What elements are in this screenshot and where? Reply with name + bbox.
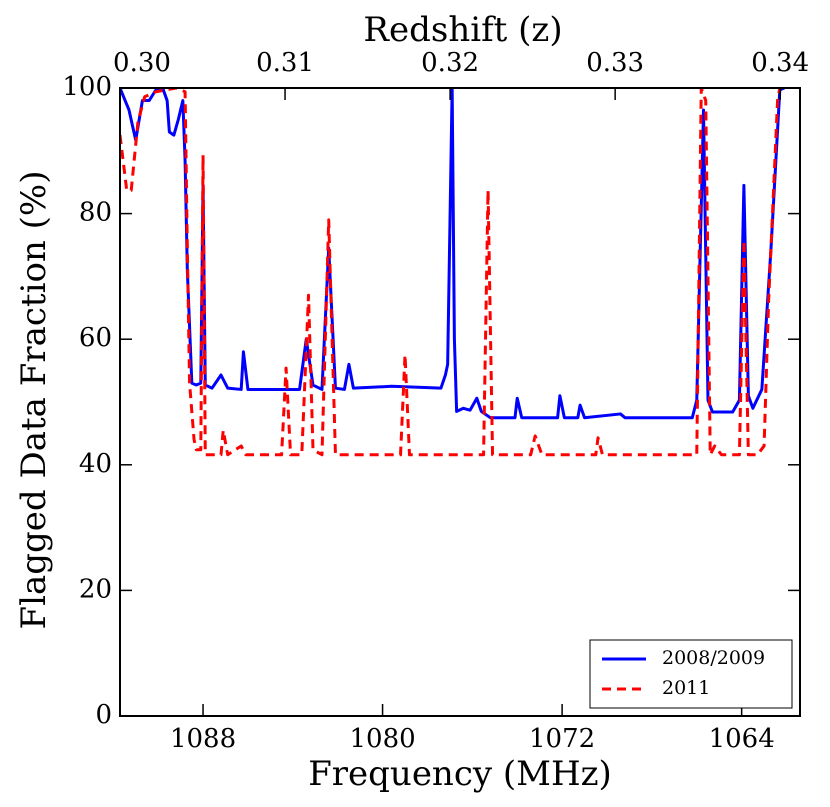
y-axis-label: Flagged Data Fraction (%): [14, 171, 54, 630]
plot-frame: [119, 87, 801, 717]
series-line: [120, 88, 782, 457]
y-tick-label: 20: [79, 574, 112, 604]
x-tick-label: 1088: [170, 724, 236, 754]
top-tick-label: 0.34: [751, 48, 809, 78]
y-tick-label: 100: [62, 72, 112, 102]
top-tick-label: 0.30: [113, 48, 171, 78]
y-tick-label: 40: [79, 449, 112, 479]
y-tick-label: 0: [95, 700, 112, 730]
x-tick-label: 1072: [529, 724, 595, 754]
legend-label: 2008/2009: [662, 647, 765, 669]
top-tick-label: 0.32: [421, 48, 479, 78]
top-tick-label: 0.31: [256, 48, 314, 78]
y-tick-label: 80: [79, 198, 112, 228]
x-tick-label: 1080: [349, 724, 415, 754]
x-axis-label: Frequency (MHz): [308, 754, 612, 794]
legend-box: [589, 639, 793, 709]
series-line: [120, 88, 785, 420]
top-tick-label: 0.33: [586, 48, 644, 78]
plot-lines: [120, 88, 785, 457]
x-tick-label: 1064: [709, 724, 775, 754]
y-tick-label: 60: [79, 323, 112, 353]
top-axis-label: Redshift (z): [363, 10, 562, 50]
legend-label: 2011: [662, 677, 710, 699]
